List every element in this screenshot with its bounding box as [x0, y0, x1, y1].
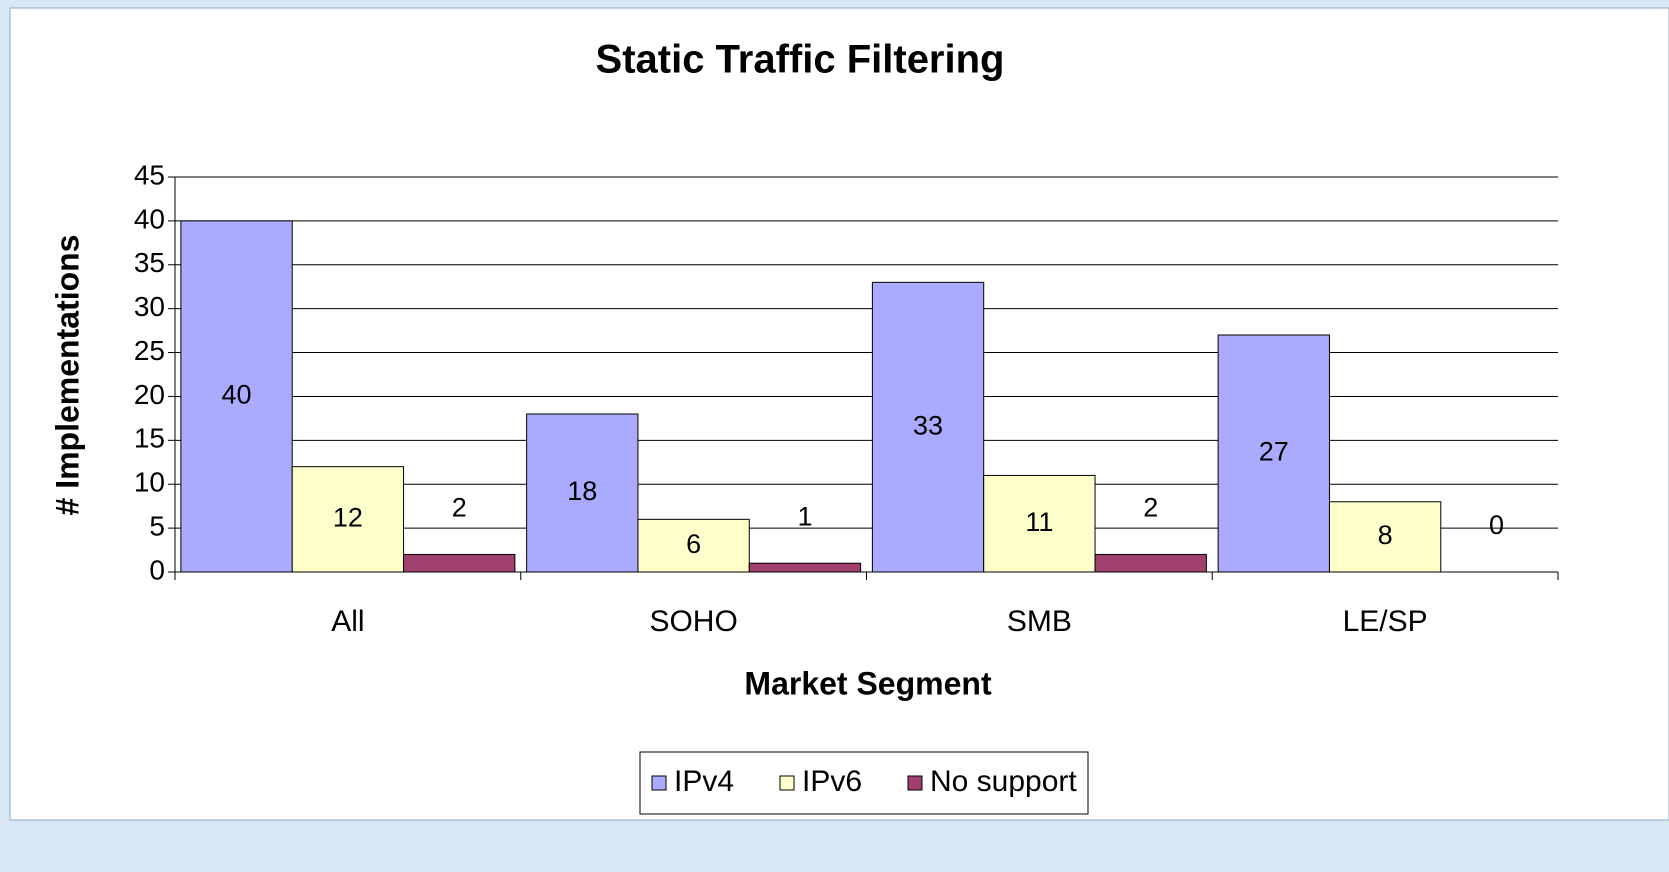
- data-label: 6: [686, 529, 701, 559]
- legend-swatch: [779, 775, 795, 791]
- y-tick-label: 0: [149, 554, 165, 585]
- data-label: 8: [1378, 520, 1393, 550]
- y-tick-label: 5: [149, 511, 165, 542]
- bar: [983, 474, 1096, 573]
- y-tick-label: 40: [134, 203, 165, 234]
- x-tick-label: All: [331, 605, 364, 638]
- data-label: 27: [1259, 437, 1289, 467]
- x-tick-label: LE/SP: [1343, 605, 1428, 638]
- data-label: 12: [333, 502, 363, 532]
- y-tick-label: 25: [134, 335, 165, 366]
- y-tick-label: 35: [134, 247, 165, 278]
- y-tick-label: 45: [134, 159, 165, 190]
- legend-swatch: [651, 775, 667, 791]
- data-label: 11: [1025, 507, 1053, 537]
- bar: [403, 553, 516, 573]
- bar: [748, 562, 862, 573]
- data-label: 1: [797, 501, 812, 531]
- y-tick-label: 15: [134, 423, 165, 454]
- data-label: 2: [1143, 493, 1158, 523]
- legend-label: No support: [930, 765, 1077, 798]
- bar: [291, 466, 405, 573]
- bar: [1328, 501, 1442, 573]
- y-tick-label: 10: [134, 467, 165, 498]
- data-label: 40: [222, 380, 252, 410]
- bar: [1094, 553, 1207, 573]
- y-tick-label: 20: [134, 379, 165, 410]
- data-label: 0: [1489, 510, 1504, 540]
- chart-title: Static Traffic Filtering: [596, 38, 1005, 82]
- y-tick-label: 30: [134, 291, 165, 322]
- bar: [526, 413, 639, 573]
- y-axis-title: # Implementations: [49, 235, 85, 516]
- data-label: 2: [452, 493, 467, 523]
- bar: [637, 518, 750, 573]
- bar: [871, 281, 985, 573]
- legend-swatch: [907, 775, 923, 791]
- legend-box: [639, 751, 1089, 815]
- x-tick-label: SMB: [1007, 605, 1072, 638]
- legend-label: IPv4: [674, 765, 734, 798]
- legend-label: IPv6: [802, 765, 862, 798]
- x-tick-label: SOHO: [649, 605, 737, 638]
- bar: [1217, 334, 1330, 573]
- data-label: 33: [913, 410, 943, 440]
- data-label: 18: [567, 476, 597, 506]
- bar: [180, 220, 293, 573]
- x-axis-title: Market Segment: [744, 665, 992, 701]
